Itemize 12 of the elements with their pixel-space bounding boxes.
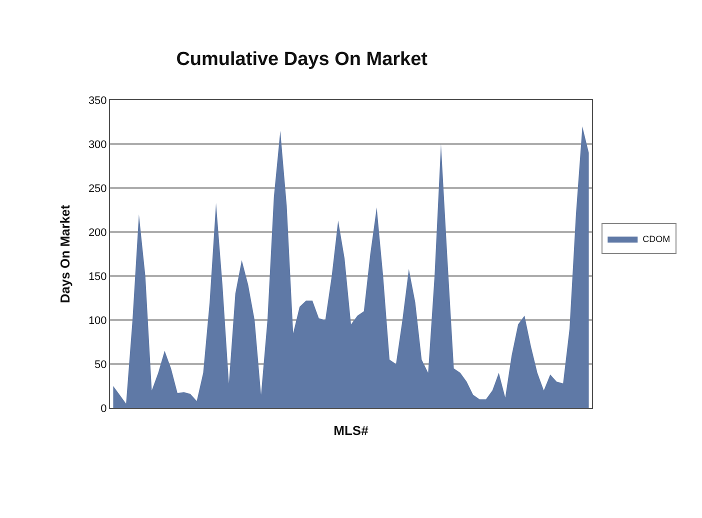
x-axis-title: MLS# [334,422,370,438]
y-tick-label: 150 [88,270,107,283]
y-tick-label: 200 [88,226,107,239]
legend-label: CDOM [642,234,670,244]
y-tick-label: 250 [88,182,107,195]
chart-title: Cumulative Days On Market [176,49,428,70]
y-tick-label: 350 [88,94,107,107]
y-tick-label: 50 [94,358,107,371]
y-tick-label: 100 [88,314,107,327]
y-tick-label: 0 [100,402,107,415]
y-axis-title: Days On Market [57,204,72,304]
y-tick-label: 300 [88,138,107,151]
